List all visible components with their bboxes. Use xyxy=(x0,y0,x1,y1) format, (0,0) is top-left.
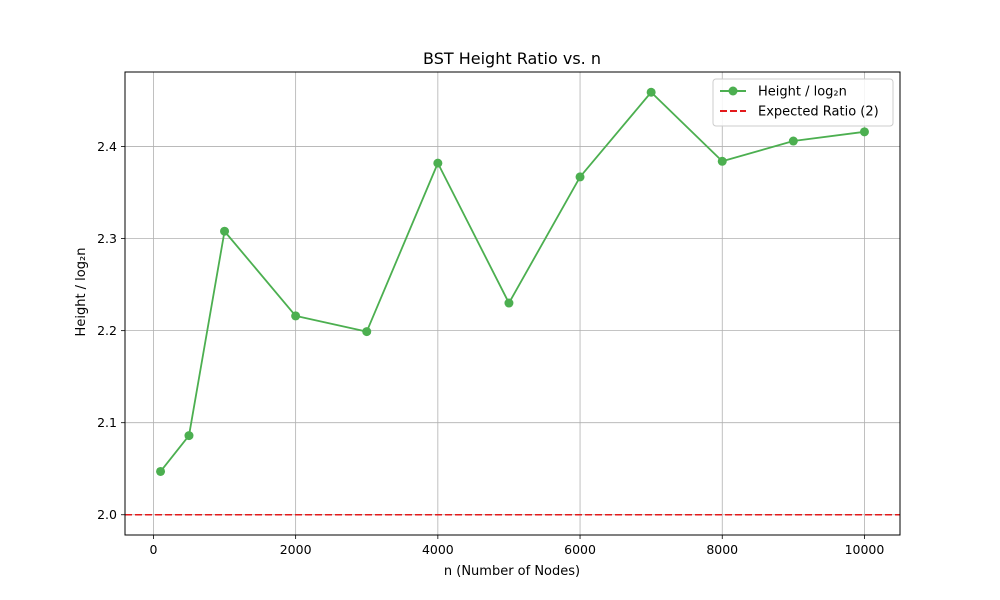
data-point xyxy=(220,226,230,236)
data-point xyxy=(859,127,869,137)
ticks: 0 2000 4000 6000 8000 10000 2.0 2.1 2.2 2.3 2.4 xyxy=(97,139,884,557)
series-line xyxy=(159,91,865,473)
y-tick-label: 2.1 xyxy=(97,415,117,430)
x-tick-label: 6000 xyxy=(564,542,596,557)
chart-title: BST Height Ratio vs. n xyxy=(423,49,601,68)
legend-series-marker-swatch xyxy=(728,86,738,96)
plot-area-frame xyxy=(124,71,901,536)
y-tick-label: 2.3 xyxy=(97,231,117,246)
data-point xyxy=(504,298,514,308)
legend-series-label: Height / log₂n xyxy=(758,85,847,100)
data-point xyxy=(362,327,372,337)
data-point xyxy=(433,158,443,168)
x-tick-label: 10000 xyxy=(845,542,885,557)
data-point xyxy=(184,431,194,441)
data-point xyxy=(291,311,301,321)
y-tick-label: 2.0 xyxy=(97,507,117,522)
x-tick-label: 4000 xyxy=(422,542,454,557)
data-point xyxy=(156,466,166,476)
legend-reference-label: Expected Ratio (2) xyxy=(758,105,879,120)
y-axis-label: Height / log₂n xyxy=(74,248,89,337)
x-tick-label: 8000 xyxy=(706,542,738,557)
legend: Height / log₂n Expected Ratio (2) xyxy=(712,78,894,127)
x-axis-label: n (Number of Nodes) xyxy=(444,564,580,579)
x-tick-label: 0 xyxy=(149,542,157,557)
series-group xyxy=(156,87,869,476)
x-tick-label: 2000 xyxy=(280,542,312,557)
y-tick-label: 2.4 xyxy=(97,139,117,154)
data-point xyxy=(575,172,585,182)
data-point xyxy=(646,87,656,97)
y-tick-label: 2.2 xyxy=(97,323,117,338)
data-point xyxy=(788,136,798,146)
data-point xyxy=(717,156,727,166)
legend-box xyxy=(712,78,894,127)
